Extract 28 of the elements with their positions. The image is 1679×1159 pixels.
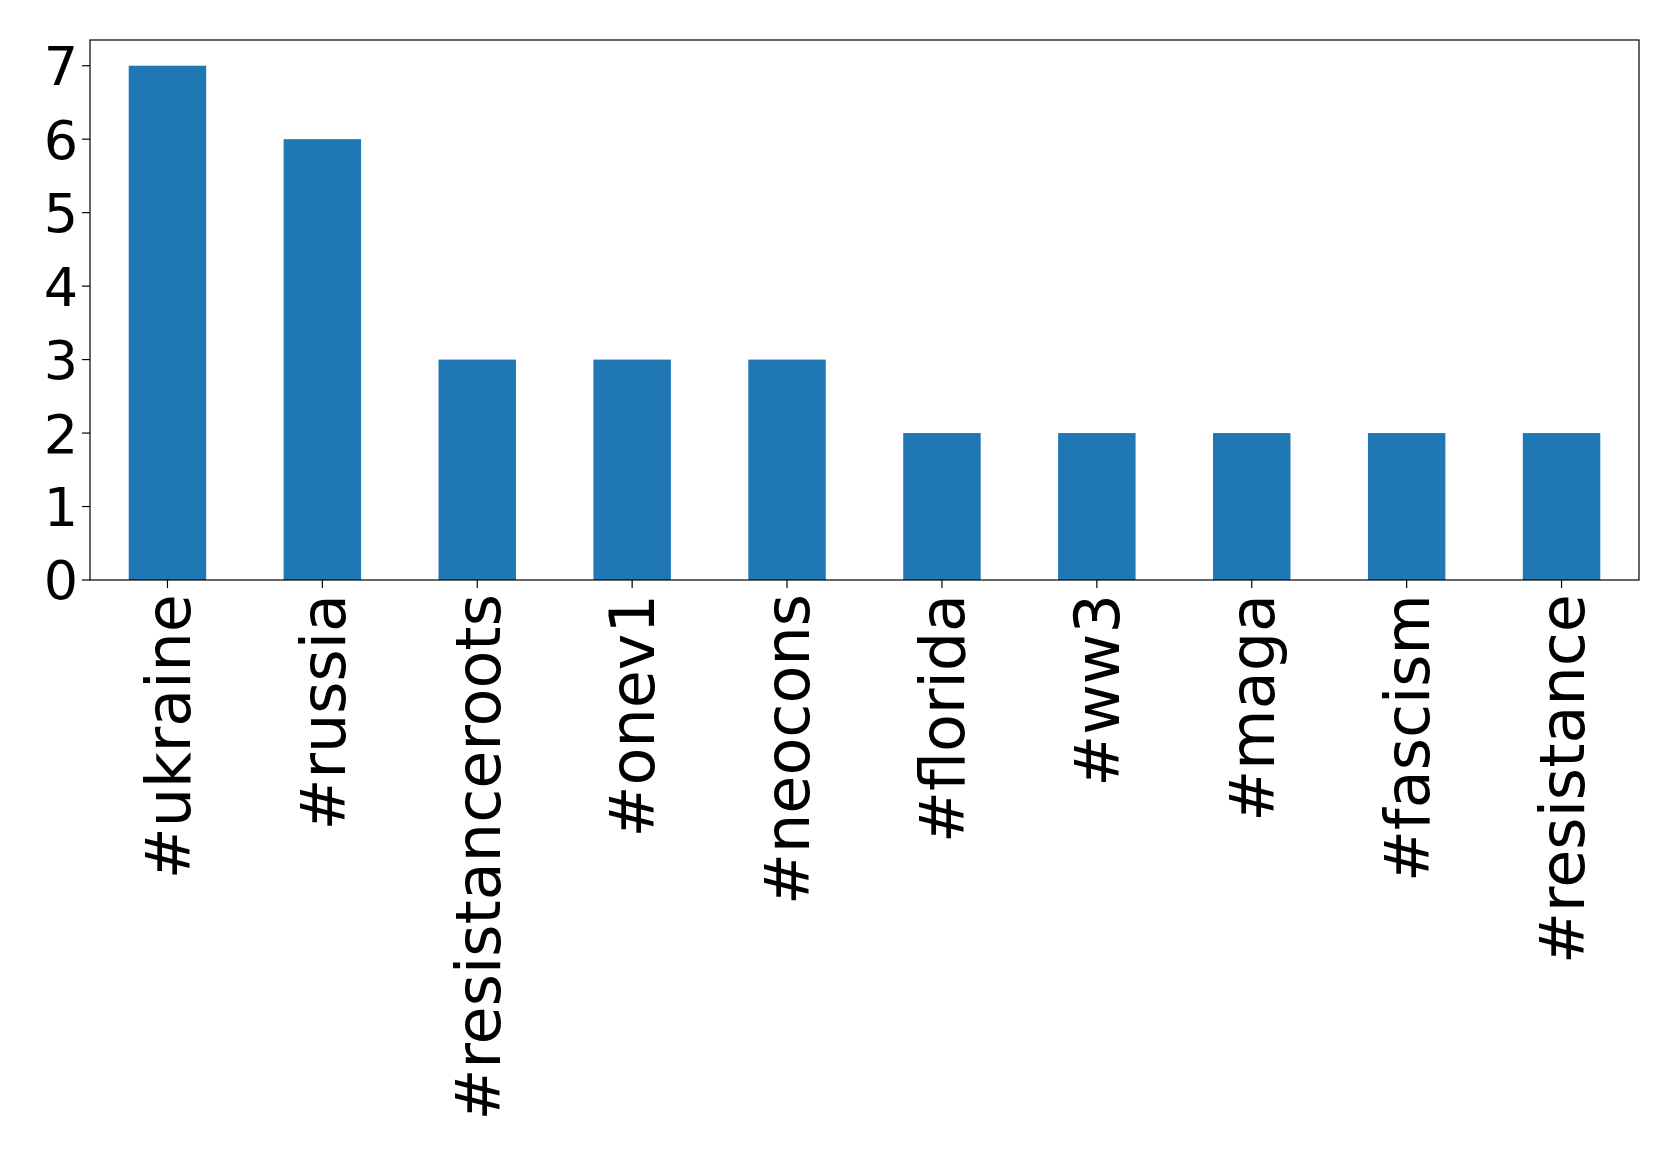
- bar: [438, 359, 516, 580]
- y-tick-label: 2: [43, 402, 78, 466]
- bar: [128, 65, 207, 580]
- bar: [903, 433, 981, 580]
- x-tick-label: #ww3: [1061, 594, 1135, 787]
- bar: [1367, 433, 1446, 580]
- x-tick-label: #maga: [1216, 594, 1290, 822]
- y-tick-label: 7: [43, 35, 78, 99]
- y-tick-label: 3: [43, 329, 78, 393]
- bar: [1058, 433, 1136, 580]
- bar: [283, 139, 362, 580]
- x-tick-label: #onev1: [596, 594, 670, 838]
- x-tick-label: #fascism: [1370, 594, 1444, 883]
- y-tick-label: 1: [43, 475, 78, 539]
- y-tick-label: 6: [43, 108, 78, 172]
- bar: [748, 359, 826, 580]
- bar: [593, 359, 671, 580]
- y-tick-label: 5: [43, 182, 78, 246]
- x-tick-label: #resistanceroots: [441, 594, 515, 1121]
- y-tick-label: 4: [43, 255, 78, 319]
- x-tick-label: #neocons: [751, 594, 825, 905]
- x-tick-label: #resistance: [1525, 594, 1599, 964]
- y-tick-label: 0: [43, 549, 78, 613]
- x-tick-label: #florida: [906, 594, 980, 843]
- x-tick-label: #russia: [286, 594, 360, 831]
- bar: [1522, 433, 1601, 580]
- bar: [1213, 433, 1291, 580]
- x-tick-label: #ukraine: [131, 594, 205, 880]
